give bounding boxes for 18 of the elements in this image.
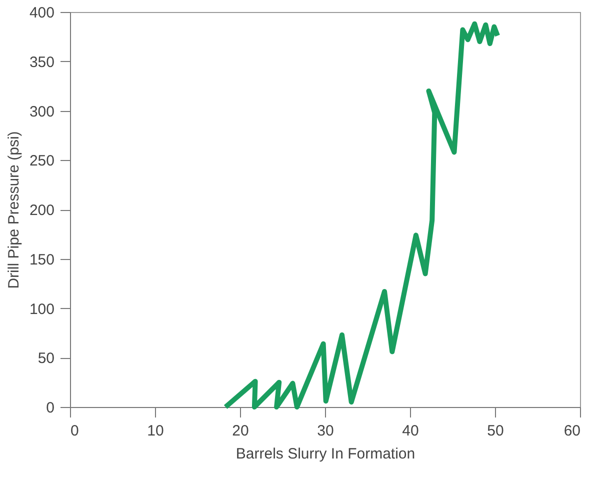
y-tick-label: 300 [29, 103, 54, 120]
x-tick-label: 40 [402, 422, 419, 440]
y-tick-label: 0 [46, 400, 54, 416]
y-tick-label: 250 [29, 152, 54, 170]
x-tick-label: 60 [564, 422, 580, 440]
x-tick-label: 0 [70, 422, 79, 440]
y-tick-label: 50 [38, 350, 54, 368]
x-tick-label: 50 [487, 422, 504, 440]
x-tick-label: 30 [317, 422, 334, 440]
x-tick-label: 10 [147, 422, 164, 440]
y-tick-label: 150 [29, 251, 54, 268]
y-axis-title: Drill Pipe Pressure (psi) [5, 131, 22, 289]
x-axis-title: Barrels Slurry In Formation [236, 446, 416, 462]
y-tick-label: 400 [29, 4, 54, 22]
x-tick-label: 20 [232, 422, 249, 440]
y-tick-label: 350 [29, 54, 54, 71]
y-tick-label: 100 [29, 300, 54, 318]
y-tick-label: 200 [29, 202, 54, 219]
